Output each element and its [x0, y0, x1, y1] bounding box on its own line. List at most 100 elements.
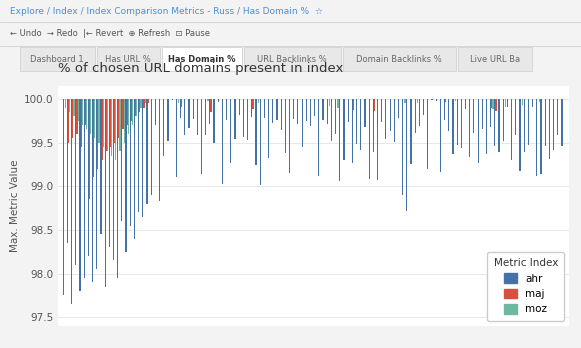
Bar: [141, 99, 142, 108]
Bar: [347, 99, 349, 122]
Bar: [65, 99, 66, 108]
Bar: [293, 99, 295, 119]
Bar: [107, 99, 108, 151]
Bar: [398, 99, 399, 118]
Bar: [159, 99, 160, 201]
Bar: [297, 99, 299, 124]
Bar: [72, 99, 73, 138]
Bar: [536, 99, 537, 176]
Bar: [138, 99, 139, 212]
Bar: [482, 99, 483, 129]
Bar: [192, 99, 193, 119]
Bar: [352, 99, 353, 164]
Bar: [209, 99, 210, 124]
Bar: [264, 99, 265, 118]
Bar: [85, 99, 86, 125]
Text: ← Undo  → Redo  |← Revert  ⊕ Refresh  ⊡ Pause: ← Undo → Redo |← Revert ⊕ Refresh ⊡ Paus…: [10, 30, 210, 39]
Bar: [528, 99, 529, 145]
Bar: [385, 99, 386, 139]
Bar: [540, 99, 541, 174]
Bar: [117, 99, 119, 278]
Bar: [453, 99, 454, 154]
Bar: [353, 99, 354, 110]
Bar: [281, 99, 282, 130]
Bar: [121, 99, 123, 221]
Bar: [92, 99, 93, 282]
Bar: [218, 99, 219, 102]
Bar: [88, 99, 89, 256]
Text: Live URL Ba: Live URL Ba: [469, 55, 520, 63]
Bar: [167, 99, 168, 141]
Bar: [105, 99, 106, 287]
Bar: [67, 99, 68, 243]
Bar: [68, 99, 69, 143]
Bar: [318, 99, 320, 176]
Bar: [310, 99, 311, 126]
Bar: [360, 99, 361, 150]
Bar: [507, 99, 508, 107]
Bar: [171, 99, 173, 100]
Bar: [132, 99, 133, 125]
Legend: ahr, maj, moz: ahr, maj, moz: [487, 252, 564, 321]
Bar: [511, 99, 512, 160]
Bar: [389, 99, 390, 131]
Bar: [75, 99, 76, 265]
Bar: [532, 99, 533, 107]
Bar: [213, 99, 214, 143]
Bar: [142, 99, 144, 217]
Bar: [127, 99, 128, 125]
Bar: [474, 99, 475, 133]
Bar: [125, 99, 127, 252]
Bar: [404, 99, 406, 103]
Bar: [461, 99, 462, 148]
Bar: [124, 99, 125, 143]
Bar: [448, 99, 449, 130]
Bar: [71, 99, 72, 304]
Bar: [377, 99, 378, 180]
Text: URL Backlinks %: URL Backlinks %: [257, 55, 327, 63]
Bar: [89, 99, 90, 199]
Bar: [113, 99, 114, 260]
Bar: [457, 47, 532, 71]
Bar: [115, 99, 116, 160]
Bar: [163, 99, 164, 156]
Bar: [180, 99, 181, 119]
Bar: [285, 99, 286, 153]
Bar: [364, 99, 365, 127]
Bar: [123, 99, 124, 129]
Bar: [134, 99, 135, 239]
Bar: [119, 99, 120, 138]
Bar: [339, 99, 340, 181]
Bar: [230, 99, 231, 163]
Bar: [247, 99, 248, 140]
Bar: [144, 99, 145, 108]
Bar: [86, 99, 87, 129]
Bar: [343, 99, 345, 160]
Bar: [427, 99, 428, 169]
Bar: [80, 99, 81, 291]
Bar: [150, 99, 152, 195]
Bar: [493, 99, 494, 109]
Bar: [402, 99, 403, 195]
Bar: [90, 99, 91, 134]
Text: Domain Backlinks %: Domain Backlinks %: [356, 55, 442, 63]
Bar: [197, 99, 198, 135]
Bar: [515, 99, 517, 135]
Bar: [73, 99, 74, 116]
Bar: [478, 99, 479, 163]
Bar: [322, 99, 324, 120]
Bar: [63, 99, 64, 295]
Bar: [103, 99, 104, 147]
Bar: [492, 99, 493, 108]
Bar: [410, 99, 411, 164]
Bar: [415, 99, 416, 133]
Bar: [469, 99, 470, 157]
Bar: [82, 99, 83, 125]
Bar: [557, 99, 558, 135]
Bar: [99, 99, 100, 143]
Bar: [549, 99, 550, 159]
Bar: [222, 99, 223, 184]
Bar: [239, 99, 240, 114]
Bar: [457, 99, 458, 145]
Bar: [258, 99, 259, 103]
